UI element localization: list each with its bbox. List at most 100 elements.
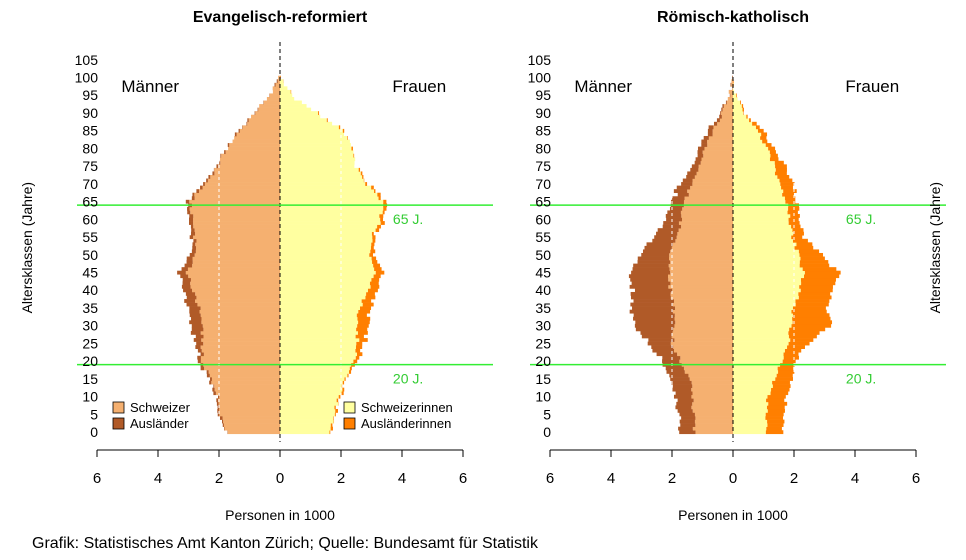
bar-women-foreigners bbox=[779, 178, 793, 183]
bar-men-nationals bbox=[203, 327, 280, 332]
bar-women-nationals bbox=[733, 114, 747, 119]
bar-women-nationals bbox=[733, 426, 767, 431]
bar-men-foreigners bbox=[707, 132, 713, 137]
bar-women-nationals bbox=[733, 355, 784, 360]
bar-women-nationals bbox=[280, 369, 350, 374]
bar-men-foreigners bbox=[190, 330, 201, 335]
bar-men-foreigners bbox=[181, 284, 191, 289]
bar-men-foreigners bbox=[209, 380, 212, 385]
bar-men-nationals bbox=[682, 206, 733, 211]
bar-women-foreigners bbox=[362, 302, 374, 307]
bar-men-foreigners bbox=[227, 143, 230, 147]
bar-men-nationals bbox=[692, 426, 733, 431]
x-tick-label: 2 bbox=[790, 470, 798, 487]
bar-men-nationals bbox=[232, 139, 280, 144]
bar-men-nationals bbox=[692, 178, 733, 183]
bar-women-nationals bbox=[733, 320, 793, 325]
bar-men-nationals bbox=[242, 125, 280, 130]
bar-men-nationals bbox=[694, 174, 733, 179]
bar-women-foreigners bbox=[377, 224, 381, 229]
bar-men-foreigners bbox=[177, 270, 186, 275]
bar-women-nationals bbox=[280, 178, 364, 183]
legend-label: Schweizer bbox=[130, 400, 191, 415]
bar-women-nationals bbox=[733, 132, 762, 137]
bar-men-foreigners bbox=[212, 387, 215, 392]
y-tick-label: 15 bbox=[535, 371, 551, 387]
bar-women-foreigners bbox=[356, 327, 368, 332]
bar-men-foreigners bbox=[672, 196, 685, 201]
bar-women-foreigners bbox=[774, 171, 787, 176]
bar-women-nationals bbox=[733, 206, 789, 211]
bar-women-foreigners bbox=[360, 171, 363, 176]
bar-men-foreigners bbox=[186, 295, 197, 300]
bar-women-foreigners bbox=[357, 330, 368, 335]
bar-men-foreigners bbox=[186, 302, 198, 307]
bar-women-foreigners bbox=[792, 238, 808, 243]
bar-women-foreigners bbox=[774, 160, 784, 165]
bar-women-foreigners bbox=[338, 125, 341, 130]
bar-men-foreigners bbox=[186, 260, 193, 264]
bar-women-foreigners bbox=[804, 270, 841, 275]
bar-men-foreigners bbox=[640, 330, 673, 335]
bar-men-foreigners bbox=[189, 213, 194, 218]
bar-women-foreigners bbox=[736, 93, 737, 98]
bar-women-nationals bbox=[280, 107, 312, 112]
bar-men-foreigners bbox=[708, 125, 714, 130]
bar-men-foreigners bbox=[673, 394, 692, 399]
bar-women-nationals bbox=[733, 185, 782, 190]
bar-women-foreigners bbox=[788, 334, 817, 339]
bar-men-foreigners bbox=[192, 192, 195, 197]
bar-women-nationals bbox=[280, 121, 333, 126]
bar-men-foreigners bbox=[637, 260, 671, 264]
bar-women-foreigners bbox=[766, 426, 782, 431]
bar-women-nationals bbox=[733, 143, 766, 147]
y-tick-label: 40 bbox=[535, 282, 551, 298]
bar-men-nationals bbox=[691, 394, 733, 399]
y-tick-label: 0 bbox=[90, 424, 98, 440]
bar-women-nationals bbox=[280, 430, 330, 435]
bar-men-foreigners bbox=[666, 217, 683, 222]
bar-men-nationals bbox=[222, 416, 280, 420]
bar-men-foreigners bbox=[672, 387, 692, 392]
bar-men-nationals bbox=[201, 316, 280, 321]
y-tick-label: 20 bbox=[535, 353, 551, 369]
bar-women-foreigners bbox=[765, 412, 784, 417]
bar-women-foreigners bbox=[787, 210, 798, 215]
bar-women-foreigners bbox=[752, 121, 757, 126]
x-tick-label: 6 bbox=[459, 470, 467, 487]
bar-women-nationals bbox=[280, 320, 359, 325]
bar-women-foreigners bbox=[772, 380, 790, 385]
bar-women-nationals bbox=[280, 306, 361, 310]
bar-men-nationals bbox=[193, 217, 280, 222]
bar-men-nationals bbox=[223, 419, 280, 424]
bar-women-nationals bbox=[280, 334, 356, 339]
bar-men-foreigners bbox=[720, 111, 721, 116]
bar-men-foreigners bbox=[217, 412, 220, 417]
bar-women-nationals bbox=[280, 139, 350, 144]
bar-women-foreigners bbox=[792, 320, 833, 325]
bar-men-nationals bbox=[272, 86, 280, 91]
y-tick-label: 5 bbox=[90, 406, 98, 422]
bar-women-foreigners bbox=[372, 260, 378, 264]
bar-men-nationals bbox=[670, 295, 733, 300]
bar-women-foreigners bbox=[792, 316, 831, 321]
bar-men-nationals bbox=[674, 313, 733, 318]
bar-women-nationals bbox=[280, 100, 302, 105]
bar-men-nationals bbox=[695, 416, 733, 420]
y-axis-label: Altersklassen (Jahre) bbox=[927, 182, 943, 314]
bar-men-foreigners bbox=[197, 348, 202, 353]
bar-women-foreigners bbox=[765, 143, 772, 147]
bar-men-nationals bbox=[203, 334, 280, 339]
bar-men-nationals bbox=[669, 252, 733, 257]
bar-men-nationals bbox=[200, 359, 280, 364]
bar-men-nationals bbox=[190, 281, 280, 286]
bar-men-nationals bbox=[192, 256, 280, 261]
bar-men-foreigners bbox=[628, 274, 669, 279]
bar-men-nationals bbox=[215, 391, 280, 396]
bar-men-nationals bbox=[275, 82, 280, 87]
bar-men-foreigners bbox=[672, 384, 693, 388]
bar-women-foreigners bbox=[740, 100, 741, 105]
bar-men-nationals bbox=[259, 104, 280, 108]
y-tick-label: 10 bbox=[535, 389, 551, 405]
bar-women-foreigners bbox=[318, 111, 320, 116]
